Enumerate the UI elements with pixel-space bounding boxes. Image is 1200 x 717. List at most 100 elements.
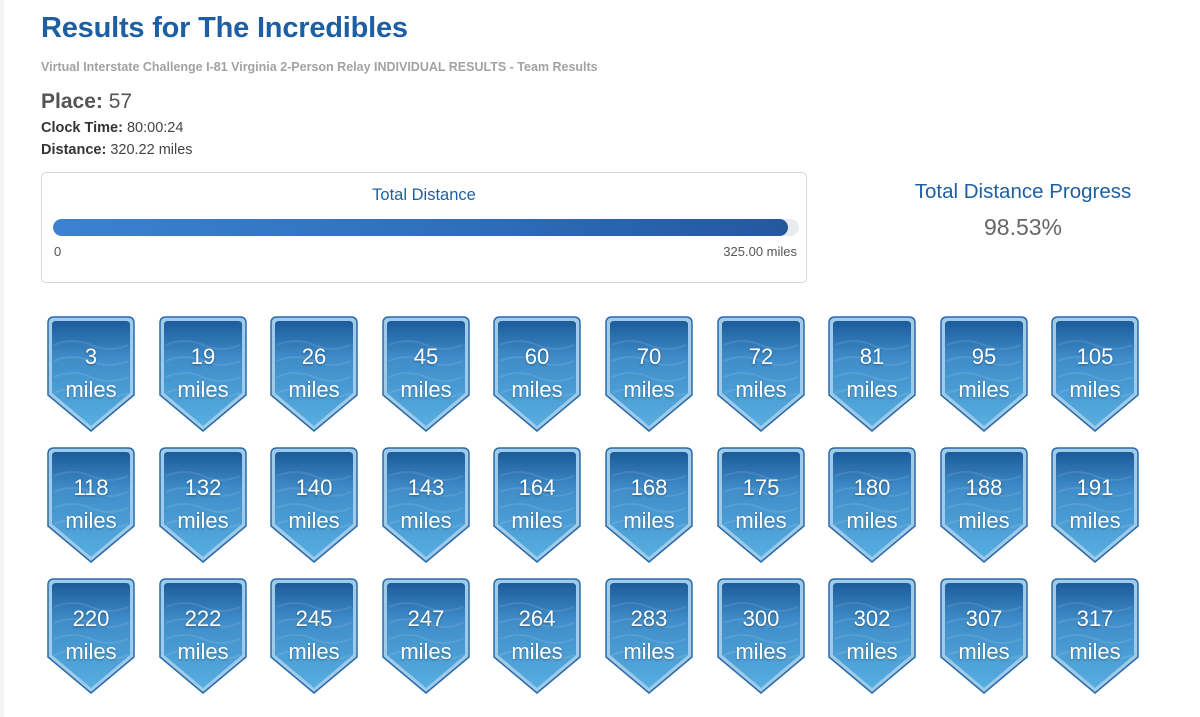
milestone-badge: 105 miles	[1050, 315, 1140, 433]
milestone-badge-value: 3	[84, 344, 98, 369]
milestone-badge-value: 140	[295, 475, 333, 500]
milestone-badge-unit: miles	[288, 508, 340, 533]
progress-bar-track	[53, 219, 799, 236]
place-value: 57	[108, 90, 133, 113]
milestone-badge-value: 302	[853, 606, 891, 631]
place-label: Place:	[41, 90, 103, 113]
milestone-badge-value: 180	[853, 475, 891, 500]
shield-icon	[270, 447, 358, 563]
milestone-badge-value: 222	[184, 606, 222, 631]
milestone-badge-unit: miles	[1069, 508, 1121, 533]
milestone-badge-value: 191	[1076, 475, 1114, 500]
milestone-badge-value: 70	[636, 344, 662, 369]
milestone-badge-unit: miles	[1069, 639, 1121, 664]
milestone-badge: 70 miles	[604, 315, 694, 433]
milestone-badge: 19 miles	[158, 315, 248, 433]
milestone-badge-unit: miles	[623, 377, 675, 402]
milestone-badge-value: 132	[184, 475, 222, 500]
milestone-badge-value: 95	[971, 344, 997, 369]
milestone-badge: 132 miles	[158, 446, 248, 564]
shield-icon	[940, 447, 1028, 563]
shield-icon	[605, 578, 693, 694]
milestone-badge: 317 miles	[1050, 577, 1140, 695]
milestone-badge-unit: miles	[846, 639, 898, 664]
distance-line: Distance: 320.22 miles	[41, 142, 193, 158]
milestone-badge-value: 307	[965, 606, 1003, 631]
progress-bar-fill	[53, 219, 789, 236]
shield-icon	[717, 316, 805, 432]
shield-icon	[382, 447, 470, 563]
milestone-badge-value: 19	[190, 344, 216, 369]
total-distance-card: Total Distance 0 325.00 miles	[41, 172, 807, 283]
milestone-badge: 302 miles	[827, 577, 917, 695]
milestone-badge-value: 264	[518, 606, 556, 631]
milestone-badge-unit: miles	[1069, 377, 1121, 402]
milestone-badge: 300 miles	[716, 577, 806, 695]
shield-icon	[382, 578, 470, 694]
shield-icon	[493, 578, 581, 694]
milestone-badge: 81 miles	[827, 315, 917, 433]
progress-min-label: 0	[54, 244, 62, 259]
milestone-badge: 222 miles	[158, 577, 248, 695]
milestone-badge: 60 miles	[492, 315, 582, 433]
milestone-badge-grid: 3 miles 19 miles 26 miles 45 miles 60 miles 70 mile…	[46, 315, 1146, 705]
milestone-badge-value: 188	[965, 475, 1003, 500]
milestone-badge-unit: miles	[846, 377, 898, 402]
milestone-badge-unit: miles	[958, 508, 1010, 533]
milestone-badge-unit: miles	[288, 377, 340, 402]
milestone-badge-unit: miles	[177, 377, 229, 402]
shield-icon	[940, 316, 1028, 432]
milestone-badge: 307 miles	[939, 577, 1029, 695]
milestone-badge-unit: miles	[735, 508, 787, 533]
milestone-badge: 247 miles	[381, 577, 471, 695]
shield-icon	[47, 447, 135, 563]
milestone-badge: 140 miles	[269, 446, 359, 564]
shield-icon	[493, 316, 581, 432]
place-line: Place: 57	[41, 90, 132, 114]
clock-time-label: Clock Time:	[41, 120, 123, 136]
shield-icon	[828, 447, 916, 563]
shield-icon	[159, 578, 247, 694]
shield-icon	[940, 578, 1028, 694]
milestone-badge: 45 miles	[381, 315, 471, 433]
milestone-badge-value: 164	[518, 475, 556, 500]
milestone-badge: 164 miles	[492, 446, 582, 564]
milestone-badge: 191 miles	[1050, 446, 1140, 564]
milestone-badge-unit: miles	[846, 508, 898, 533]
milestone-badge-unit: miles	[511, 377, 563, 402]
milestone-badge: 220 miles	[46, 577, 136, 695]
milestone-badge-value: 26	[301, 344, 327, 369]
milestone-badge-unit: miles	[400, 639, 452, 664]
total-distance-progress-value: 98.53%	[983, 214, 1062, 240]
milestone-badge: 264 miles	[492, 577, 582, 695]
milestone-badge: 175 miles	[716, 446, 806, 564]
milestone-badge-unit: miles	[65, 508, 117, 533]
shield-icon	[1051, 578, 1139, 694]
milestone-badge: 283 miles	[604, 577, 694, 695]
milestone-badge-value: 105	[1076, 344, 1114, 369]
distance-value: 320.22 miles	[110, 142, 193, 158]
milestone-badge-unit: miles	[623, 639, 675, 664]
clock-time-line: Clock Time: 80:00:24	[41, 120, 183, 136]
shield-icon	[828, 578, 916, 694]
milestone-badge: 26 miles	[269, 315, 359, 433]
distance-label: Distance:	[41, 142, 107, 158]
milestone-badge-value: 300	[742, 606, 780, 631]
shield-icon	[717, 578, 805, 694]
milestone-badge-unit: miles	[288, 639, 340, 664]
milestone-badge-value: 72	[748, 344, 774, 369]
milestone-badge-unit: miles	[511, 639, 563, 664]
milestone-badge-unit: miles	[735, 377, 787, 402]
shield-icon	[270, 578, 358, 694]
shield-icon	[47, 316, 135, 432]
milestone-badge-value: 317	[1076, 606, 1114, 631]
shield-icon	[382, 316, 470, 432]
milestone-badge-value: 45	[413, 344, 439, 369]
milestone-badge-unit: miles	[65, 377, 117, 402]
milestone-badge-value: 60	[524, 344, 550, 369]
milestone-badge-unit: miles	[623, 508, 675, 533]
milestone-badge-value: 118	[73, 475, 109, 500]
milestone-badge-value: 143	[407, 475, 445, 500]
milestone-badge-unit: miles	[735, 639, 787, 664]
total-distance-title: Total Distance	[372, 186, 476, 204]
